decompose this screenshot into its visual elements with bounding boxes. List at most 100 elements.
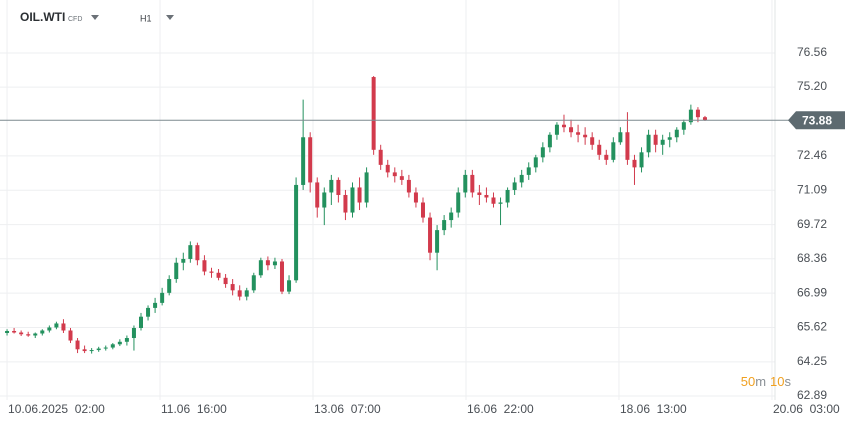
candle-body [653,134,658,145]
x-tick-label: 11.06 16:00 [161,402,227,416]
candle-body [258,260,263,276]
candle-body [308,137,313,183]
candle-body [604,154,609,160]
candle-body [512,182,517,190]
candle-body [371,77,376,150]
candle-body [498,202,503,204]
candle-body [420,202,425,218]
candle-body [526,167,531,175]
candle-body [484,194,489,198]
y-tick-label: 72.46 [797,148,827,162]
candle-body [547,134,552,148]
candle-body [336,179,341,195]
candle-body [618,132,623,143]
candle-body [54,323,59,328]
candle-body [554,124,559,135]
candle-body [561,124,566,128]
candle-body [688,109,693,123]
countdown: 50m 10s [741,374,792,389]
candle-body [569,127,574,133]
candle-body [188,245,193,259]
candle-body [329,179,334,193]
y-tick-label: 75.20 [797,79,827,93]
y-tick-label: 76.56 [797,45,827,59]
candle-body [315,182,320,208]
candle-body [357,187,362,203]
candle-body [378,149,383,165]
candle-body [611,142,616,160]
candle-body [26,334,31,336]
candle-body [301,137,306,185]
candle-body [477,192,482,195]
candle-body [576,132,581,135]
candle-body [442,220,447,231]
candle-body [131,327,136,339]
candle-body [632,159,637,168]
candle-body [350,187,355,213]
candle-body [392,172,397,177]
candle-body [660,139,665,145]
candle-body [639,152,644,168]
candle-body [646,134,651,153]
candle-body [674,129,679,138]
timeframe[interactable]: H1 [140,13,152,23]
candle-body [343,194,348,213]
candle-body [96,348,101,351]
candle-body [237,290,242,297]
candle-body [456,192,461,213]
candle-body [209,271,214,273]
candle-body [40,330,45,334]
instrument-type: CFD [68,16,82,23]
candle-body [406,179,411,193]
candle-body [533,157,538,168]
x-tick-label: 10.06.2025 02:00 [8,402,105,416]
candle-body [251,275,256,291]
grid [0,0,776,400]
candle-body [491,197,496,204]
candle-body [117,341,122,345]
candle-body [625,132,630,160]
candle-body [153,302,158,308]
candle-body [195,245,200,261]
candle-body [287,280,292,292]
candle-body [385,164,390,173]
candle-body [590,137,595,145]
y-tick-label: 71.09 [797,182,827,196]
candle-body [470,174,475,193]
candle-body [265,260,270,266]
candle-body [413,192,418,203]
candle-body [322,192,327,208]
symbol[interactable]: OIL.WTI [20,10,65,24]
x-tick-label: 16.06 22:00 [467,402,534,416]
candle-body [294,184,299,281]
current-price-label: 73.88 [802,113,832,127]
candle-body [244,290,249,297]
countdown-seconds: 10 [770,374,784,389]
candle-body [160,292,165,303]
y-tick-label: 68.36 [797,251,827,265]
candle-body [146,307,151,317]
candle-body [702,117,707,121]
candle-body [181,258,186,263]
candle-body [681,122,686,130]
candle-body [202,260,207,272]
y-tick-label: 66.99 [797,285,827,299]
y-tick-label: 65.62 [797,320,827,334]
candle-body [216,272,221,278]
candle-body [167,279,172,293]
candle-body [272,261,277,266]
symbol-dropdown[interactable] [91,15,99,20]
candle-body [12,330,17,333]
timeframe-dropdown[interactable] [166,15,174,20]
x-tick-label: 20.06 03:00 [773,402,840,416]
current-price-marker [788,111,845,130]
candle-body [279,261,284,292]
candle-body [519,174,524,183]
candle-body [33,333,38,336]
candle-body [89,350,94,352]
countdown-minutes: 50 [741,374,755,389]
candle-body [47,327,52,331]
candle-body [449,212,454,221]
overlay: 73.88 [0,111,845,130]
